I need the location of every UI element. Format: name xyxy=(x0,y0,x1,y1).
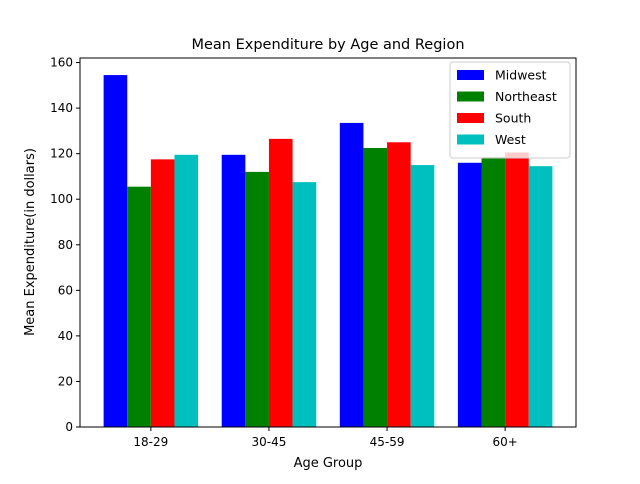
bar-northeast-45-59 xyxy=(363,147,388,427)
y-tick-label: 160 xyxy=(50,56,73,70)
x-axis: 18-29 30-45 45-59 60+ xyxy=(133,427,518,449)
y-tick-label: 140 xyxy=(50,101,73,115)
legend-label-midwest: Midwest xyxy=(495,68,547,83)
legend-swatch-south xyxy=(457,113,484,123)
bar-midwest-18-29 xyxy=(103,75,128,427)
legend-swatch-midwest xyxy=(457,70,484,80)
y-axis-label: Mean Expenditure(in dollars) xyxy=(23,148,38,336)
bar-midwest-30-45 xyxy=(221,154,246,427)
y-tick-label: 60 xyxy=(58,283,73,297)
bar-midwest-60 xyxy=(457,162,482,427)
bar-south-18-29 xyxy=(150,159,175,428)
bar-south-45-59 xyxy=(387,142,411,427)
bar-northeast-18-29 xyxy=(127,186,151,427)
legend-swatch-northeast xyxy=(457,91,484,102)
bar-south-60 xyxy=(505,152,529,427)
x-tick-label: 45-59 xyxy=(370,435,405,449)
bar-west-30-45 xyxy=(292,182,317,427)
y-tick-label: 100 xyxy=(50,192,73,206)
y-tick-label: 20 xyxy=(58,374,73,388)
legend-label-south: South xyxy=(495,111,531,126)
legend-swatch-west xyxy=(457,134,484,145)
x-tick-label: 30-45 xyxy=(252,435,287,449)
bar-west-45-59 xyxy=(410,165,435,427)
bar-midwest-45-59 xyxy=(339,122,364,428)
x-tick-label: 60+ xyxy=(492,435,517,449)
legend-label-west: West xyxy=(495,132,526,147)
x-tick-label: 18-29 xyxy=(133,435,168,449)
legend-box xyxy=(449,61,571,159)
bar-west-60 xyxy=(528,166,553,427)
y-tick-label: 80 xyxy=(58,238,73,252)
bar-northeast-30-45 xyxy=(245,171,269,427)
bars-group xyxy=(103,75,553,428)
y-axis: 0 20 40 60 80 100 120 140 160 xyxy=(50,56,80,434)
bar-northeast-60 xyxy=(481,157,506,427)
chart-title: Mean Expenditure by Age and Region xyxy=(191,37,464,53)
y-tick-label: 0 xyxy=(65,420,73,434)
plot-frame xyxy=(79,57,577,428)
x-axis-label: Age Group xyxy=(294,456,363,471)
y-tick-label: 120 xyxy=(50,147,73,161)
bar-south-30-45 xyxy=(268,138,293,428)
y-tick-label: 40 xyxy=(58,329,73,343)
legend: Midwest Northeast South West xyxy=(449,61,571,159)
bar-west-18-29 xyxy=(174,154,199,427)
legend-label-northeast: Northeast xyxy=(495,89,557,104)
